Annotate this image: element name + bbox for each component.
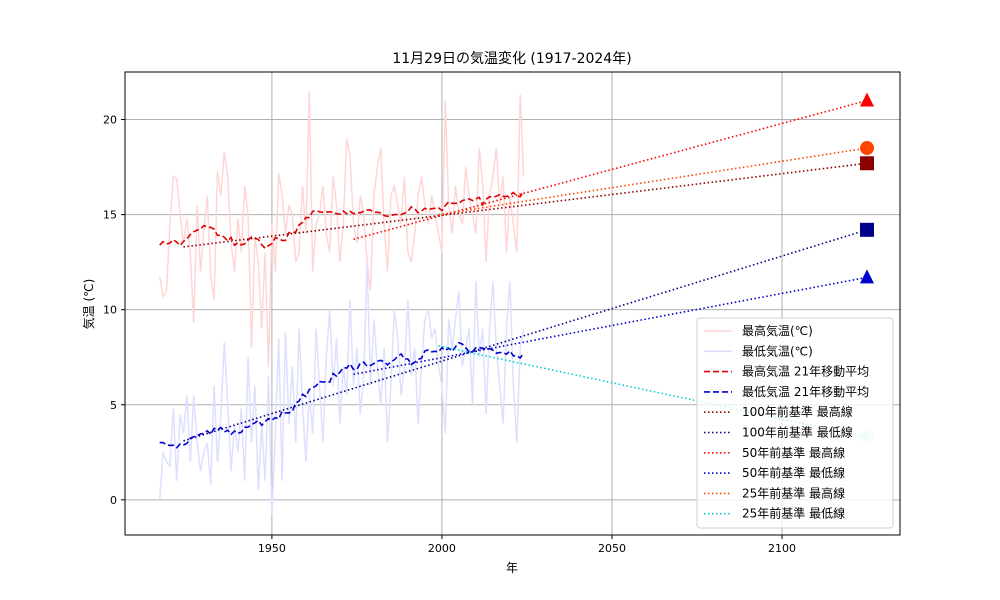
min-temp-line [158, 262, 525, 516]
chart-title: 11月29日の気温変化 (1917-2024年) [392, 50, 631, 67]
legend-label: 25年前基準 最低線 [742, 506, 845, 521]
y-tick-label: 0 [110, 494, 117, 507]
trend-end-marker-circle [860, 141, 875, 156]
y-tick-label: 20 [103, 114, 117, 127]
trend-line [353, 99, 868, 241]
axis-ticks: 1950 2000 2050 2100 0 5 10 15 20 [103, 114, 796, 555]
y-tick-label: 15 [103, 209, 117, 222]
trend-line [353, 276, 868, 376]
trend-line [183, 162, 868, 248]
legend-label: 最高気温(℃) [742, 323, 813, 338]
trend-end-marker-triangle [860, 92, 875, 107]
legend-box [696, 317, 894, 529]
trend-end-marker-triangle [860, 269, 875, 284]
x-tick-label: 2050 [598, 542, 626, 555]
min-temp-moving-average [159, 341, 525, 449]
trend-end-marker-square [860, 222, 875, 237]
max-temp-line [158, 90, 525, 367]
legend-label: 100年前基準 最高線 [742, 404, 853, 419]
max-temp-moving-average [159, 190, 525, 250]
legend-label: 25年前基準 最高線 [742, 485, 845, 500]
x-tick-label: 2100 [768, 542, 796, 555]
x-tick-label: 1950 [258, 542, 286, 555]
x-tick-label: 2000 [428, 542, 456, 555]
y-axis-label: 気温 (℃) [81, 279, 96, 330]
y-tick-label: 5 [110, 399, 117, 412]
legend-label: 50年前基準 最高線 [742, 445, 845, 460]
trend-end-marker-square [860, 156, 875, 171]
legend-label: 100年前基準 最低線 [742, 425, 853, 440]
legend-label: 最低気温(℃) [742, 343, 813, 358]
trend-line [438, 147, 868, 216]
y-tick-label: 10 [103, 304, 117, 317]
legend-label: 最低気温 21年移動平均 [742, 384, 869, 399]
legend-label: 50年前基準 最低線 [742, 465, 845, 480]
trend-line [183, 229, 868, 442]
x-axis-label: 年 [506, 561, 518, 575]
plot-frame [124, 71, 901, 536]
legend-label: 最高気温 21年移動平均 [742, 364, 869, 379]
